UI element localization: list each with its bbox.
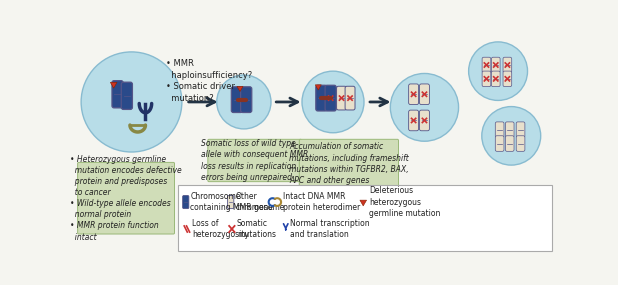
FancyBboxPatch shape xyxy=(482,71,491,87)
FancyBboxPatch shape xyxy=(112,81,123,108)
FancyBboxPatch shape xyxy=(231,87,242,113)
FancyBboxPatch shape xyxy=(325,85,336,111)
Text: Chromosome
containing MMR gene: Chromosome containing MMR gene xyxy=(190,192,273,212)
FancyBboxPatch shape xyxy=(183,196,189,209)
FancyBboxPatch shape xyxy=(121,82,132,109)
FancyBboxPatch shape xyxy=(491,57,500,73)
Circle shape xyxy=(81,52,182,152)
FancyBboxPatch shape xyxy=(78,162,174,234)
Text: • MMR
  haploinsufficiency?
• Somatic driver
  mutation?: • MMR haploinsufficiency? • Somatic driv… xyxy=(166,59,253,103)
FancyBboxPatch shape xyxy=(345,86,355,110)
Text: Loss of
heterozygosity: Loss of heterozygosity xyxy=(192,219,249,239)
Text: Deleterious
heterozygous
germline mutation: Deleterious heterozygous germline mutati… xyxy=(370,186,441,218)
Text: • Heterozygous germline
  mutation encodes defective
  protein and predisposes
 : • Heterozygous germline mutation encodes… xyxy=(70,155,182,242)
FancyBboxPatch shape xyxy=(299,139,399,188)
FancyBboxPatch shape xyxy=(408,110,418,131)
Circle shape xyxy=(468,42,528,100)
FancyBboxPatch shape xyxy=(420,110,430,131)
Text: Somatic
mutations: Somatic mutations xyxy=(237,219,276,239)
Text: Other
chromosome: Other chromosome xyxy=(235,192,285,212)
FancyBboxPatch shape xyxy=(482,57,491,73)
FancyBboxPatch shape xyxy=(516,122,525,137)
FancyBboxPatch shape xyxy=(208,139,302,182)
FancyBboxPatch shape xyxy=(316,85,327,111)
FancyBboxPatch shape xyxy=(495,122,504,137)
FancyBboxPatch shape xyxy=(503,71,512,87)
Circle shape xyxy=(482,107,541,165)
Text: Intact DNA MMR
protein heterodimer: Intact DNA MMR protein heterodimer xyxy=(282,192,360,212)
Text: Somatic loss of wild type
allele with consequent MMR
loss results in replication: Somatic loss of wild type allele with co… xyxy=(201,139,308,182)
FancyBboxPatch shape xyxy=(495,136,504,151)
Circle shape xyxy=(302,71,364,133)
FancyBboxPatch shape xyxy=(227,196,234,209)
FancyBboxPatch shape xyxy=(408,84,418,105)
FancyBboxPatch shape xyxy=(503,57,512,73)
FancyBboxPatch shape xyxy=(516,136,525,151)
FancyBboxPatch shape xyxy=(178,185,551,251)
FancyBboxPatch shape xyxy=(240,87,252,113)
Circle shape xyxy=(391,74,459,141)
Circle shape xyxy=(217,75,271,129)
FancyBboxPatch shape xyxy=(337,86,347,110)
FancyBboxPatch shape xyxy=(506,122,514,137)
FancyBboxPatch shape xyxy=(420,84,430,105)
Text: Accumulation of somatic
mutations, including frameshift
mutations within TGFBR2,: Accumulation of somatic mutations, inclu… xyxy=(289,142,408,185)
FancyBboxPatch shape xyxy=(491,71,500,87)
Text: Normal transcription
and translation: Normal transcription and translation xyxy=(290,219,370,239)
FancyBboxPatch shape xyxy=(506,136,514,151)
